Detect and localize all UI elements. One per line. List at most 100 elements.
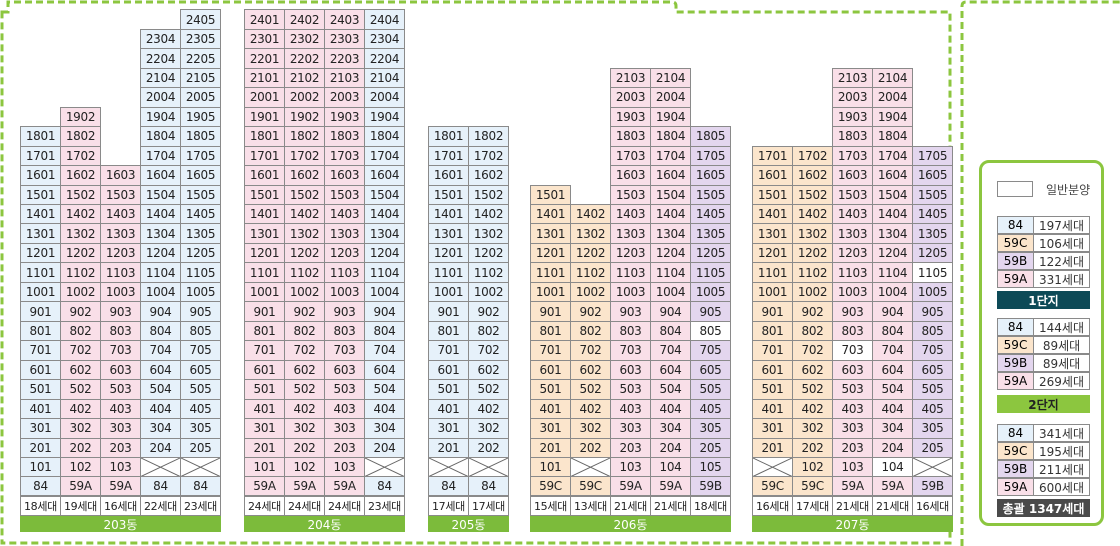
legend-row: 59B 211세대	[997, 460, 1090, 478]
unit-cell: 1702	[468, 145, 509, 167]
unit-cell: 802	[468, 320, 509, 342]
no-unit-cell	[912, 457, 953, 478]
unit-cell: 1101	[530, 262, 571, 283]
unit-cell: 504	[140, 379, 181, 400]
unit-cell: 1802	[284, 126, 325, 147]
unit-cell: 204	[364, 437, 405, 458]
unit-cell: 401	[244, 398, 285, 420]
unit-cell: 1605	[912, 165, 953, 186]
legend-row: 59C 106세대	[997, 234, 1090, 252]
unit-cell: 1204	[140, 242, 181, 264]
unit-cell: 1805	[180, 126, 221, 147]
unit-cell: 1203	[100, 242, 141, 264]
unit-cell: 1104	[650, 262, 691, 283]
unit-cell: 1205	[180, 242, 221, 264]
unit-cell: 2104	[140, 67, 181, 89]
column-unit-type: 59C	[752, 476, 793, 497]
unit-cell: 1301	[428, 223, 469, 244]
unit-cell: 2005	[180, 87, 221, 108]
unit-cell: 602	[60, 359, 101, 381]
unit-cell: 705	[690, 340, 731, 361]
unit-cell: 1402	[468, 204, 509, 225]
column-household-count: 17세대	[468, 496, 509, 517]
unit-cell: 901	[244, 301, 285, 322]
unit-cell: 302	[792, 418, 833, 439]
unit-cell: 403	[100, 398, 141, 420]
no-unit-cell	[752, 457, 793, 478]
unit-cell: 102	[284, 457, 325, 478]
unit-cell: 103	[832, 457, 873, 478]
unit-cell: 1004	[140, 281, 181, 303]
unit-cell: 1001	[20, 281, 61, 303]
unit-cell: 803	[832, 320, 873, 342]
column-household-count: 21세대	[832, 496, 873, 517]
cross-mark-icon	[141, 458, 180, 477]
unit-cell: 1604	[364, 165, 405, 186]
building-name: 207동	[752, 516, 953, 532]
legend-type: 84	[997, 424, 1034, 442]
unit-cell: 401	[530, 398, 571, 420]
unit-cell: 2103	[324, 67, 365, 89]
unit-cell: 1701	[428, 145, 469, 167]
unit-cell: 1304	[364, 223, 405, 244]
unit-cell: 505	[690, 379, 731, 400]
legend-type: 59C	[997, 234, 1034, 252]
unit-cell: 1203	[832, 242, 873, 264]
unit-cell: 102	[792, 457, 833, 478]
unit-cell: 1702	[284, 145, 325, 167]
legend-row: 84 197세대	[997, 216, 1090, 234]
column-unit-type: 59A	[610, 476, 651, 497]
unit-cell: 602	[792, 359, 833, 381]
unit-cell: 1404	[140, 204, 181, 225]
unit-cell: 701	[428, 340, 469, 361]
unit-cell: 2004	[140, 87, 181, 108]
unit-cell: 1103	[610, 262, 651, 283]
unit-cell: 402	[792, 398, 833, 420]
unit-cell: 1402	[284, 204, 325, 225]
column-household-count: 17세대	[792, 496, 833, 517]
unit-cell: 1001	[752, 281, 793, 303]
unit-cell: 1305	[912, 223, 953, 244]
unit-cell: 2002	[284, 87, 325, 108]
unit-cell: 201	[530, 437, 571, 458]
unit-cell: 2104	[364, 67, 405, 89]
unit-cell: 1401	[530, 204, 571, 225]
column-household-count: 18세대	[20, 496, 61, 517]
legend-count: 144세대	[1034, 318, 1090, 336]
unit-cell: 402	[284, 398, 325, 420]
unit-cell: 802	[284, 320, 325, 342]
unit-cell: 302	[468, 418, 509, 439]
unit-cell: 303	[100, 418, 141, 439]
unit-cell: 1401	[244, 204, 285, 225]
no-unit-cell	[180, 457, 221, 478]
unit-cell: 1303	[324, 223, 365, 244]
unit-cell: 1801	[428, 126, 469, 147]
unit-cell: 901	[428, 301, 469, 322]
unit-cell: 1505	[690, 184, 731, 205]
unit-cell: 405	[180, 398, 221, 420]
unit-cell: 2103	[832, 67, 873, 89]
unit-cell: 1105	[690, 262, 731, 283]
danji2-label: 2단지	[997, 395, 1090, 413]
unit-cell: 2103	[610, 67, 651, 89]
unit-cell: 1804	[650, 126, 691, 147]
unit-cell: 2004	[872, 87, 913, 108]
unit-cell: 701	[244, 340, 285, 361]
unit-cell: 1303	[832, 223, 873, 244]
unit-cell: 1702	[792, 145, 833, 167]
unit-cell: 205	[912, 437, 953, 458]
legend-row: 59A 331세대	[997, 270, 1090, 288]
legend-row: 59B 89세대	[997, 354, 1090, 372]
unit-cell: 503	[100, 379, 141, 400]
legend-row: 59C 89세대	[997, 336, 1090, 354]
unit-cell: 1902	[60, 106, 101, 128]
unit-cell: 201	[752, 437, 793, 458]
unit-cell: 1004	[364, 281, 405, 303]
unit-cell: 1002	[468, 281, 509, 303]
unit-cell: 1705	[690, 145, 731, 167]
unit-cell: 1604	[650, 165, 691, 186]
general-sale-swatch	[997, 181, 1033, 197]
unit-cell: 1102	[792, 262, 833, 283]
unit-cell: 1001	[244, 281, 285, 303]
unit-cell: 1705	[912, 145, 953, 167]
